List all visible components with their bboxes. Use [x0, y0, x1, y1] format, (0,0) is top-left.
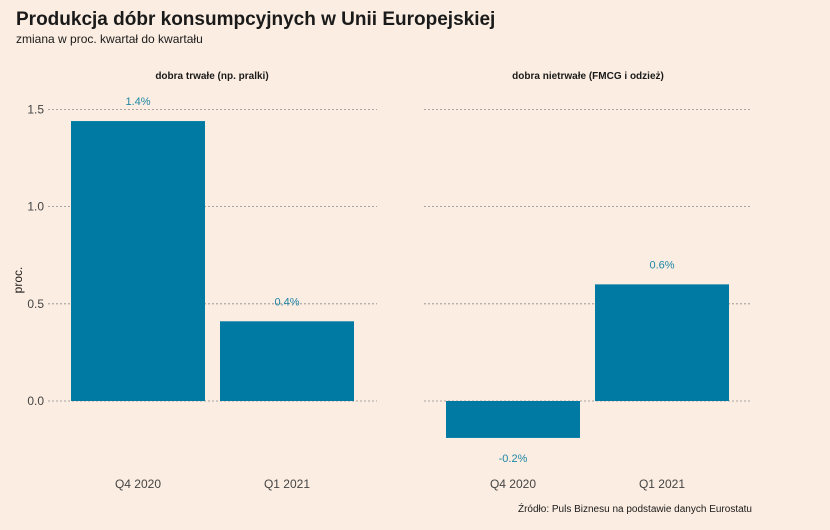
panel-title: dobra trwałe (np. pralki) [155, 71, 268, 82]
x-tick-label: Q4 2020 [490, 477, 536, 491]
panel-title: dobra nietrwałe (FMCG i odzież) [512, 71, 664, 82]
data-label: 0.4% [274, 296, 299, 308]
chart-subtitle: zmiana w proc. kwartał do kwartału [16, 32, 203, 46]
data-label: 1.4% [125, 96, 150, 108]
bar [220, 321, 354, 401]
data-label: -0.2% [499, 453, 528, 465]
bar [446, 401, 580, 438]
y-tick-label: 0.5 [27, 297, 44, 311]
chart-title: Produkcja dóbr konsumpcyjnych w Unii Eur… [16, 9, 496, 30]
y-axis-title: proc. [11, 267, 25, 294]
bar [71, 121, 205, 402]
y-tick-label: 1.0 [27, 200, 44, 214]
data-label: 0.6% [649, 259, 674, 271]
x-tick-label: Q4 2020 [115, 477, 161, 491]
y-tick-label: 0.0 [27, 394, 44, 408]
source-caption: Źródło: Puls Biznesu na podstawie danych… [517, 504, 752, 515]
x-tick-label: Q1 2021 [639, 477, 685, 491]
bar [595, 284, 729, 401]
x-tick-label: Q1 2021 [264, 477, 310, 491]
y-tick-label: 1.5 [27, 102, 44, 116]
